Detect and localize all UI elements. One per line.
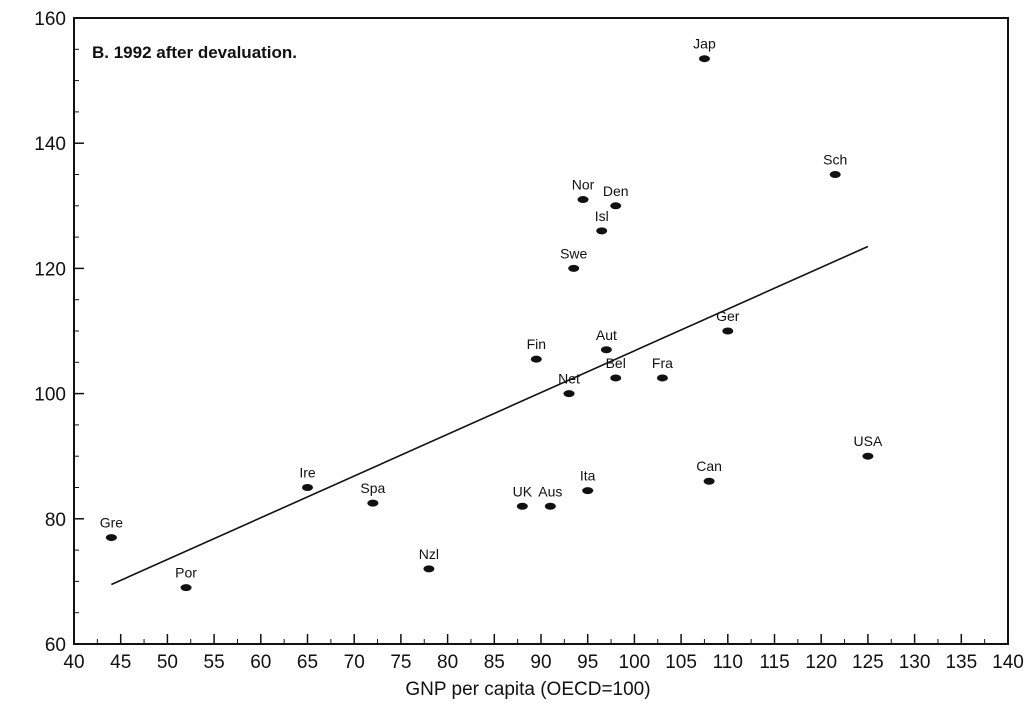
data-point-ita — [582, 487, 594, 495]
y-tick-label: 80 — [45, 510, 66, 531]
point-label-isl: Isl — [595, 208, 609, 224]
data-point-fra — [656, 374, 668, 382]
x-tick-label: 135 — [945, 652, 977, 673]
point-label-swe: Swe — [560, 245, 587, 261]
point-label-jap: Jap — [693, 36, 716, 52]
point-label-spa: Spa — [360, 480, 385, 496]
data-point-nzl — [423, 565, 435, 573]
point-label-can: Can — [696, 458, 722, 474]
trend-line — [111, 245, 869, 586]
data-point-bel — [610, 374, 622, 382]
x-tick-label: 75 — [390, 652, 411, 673]
data-point-den — [610, 202, 622, 210]
point-label-aus: Aus — [538, 483, 562, 499]
x-tick-label: 140 — [992, 652, 1024, 673]
x-tick-label: 80 — [437, 652, 458, 673]
data-point-sch — [829, 171, 841, 178]
point-label-ita: Ita — [580, 468, 596, 484]
point-label-den: Den — [603, 183, 629, 199]
y-tick-label: 100 — [34, 385, 66, 406]
x-axis: 40 45 50 55 60 65 70 75 80 85 90 95 100 105 110 115 120 1… — [63, 634, 1024, 673]
x-tick-label: 90 — [530, 652, 551, 673]
data-point-net — [563, 390, 575, 398]
x-tick-label: 130 — [899, 652, 931, 673]
point-label-fin: Fin — [527, 336, 546, 352]
y-tick-label: 120 — [34, 259, 66, 280]
data-point-ire — [302, 484, 313, 491]
data-point-nor — [577, 196, 589, 204]
y-tick-label: 60 — [45, 635, 66, 656]
data-point-aus — [544, 502, 556, 510]
x-axis-title: GNP per capita (OECD=100) — [405, 679, 650, 700]
point-label-nor: Nor — [572, 177, 595, 193]
plot-frame — [73, 17, 1009, 645]
data-point-por — [180, 584, 192, 592]
point-label-aut: Aut — [596, 327, 617, 343]
y-tick-label: 140 — [34, 134, 66, 155]
data-points: Gre Por Ire Spa Nzl UK Aus Ita Net Fin Swe Nor Isl De… — [100, 36, 883, 592]
x-tick-label: 40 — [63, 652, 84, 673]
data-point-fin — [530, 355, 542, 363]
x-tick-label: 125 — [852, 652, 884, 673]
point-label-ger: Ger — [716, 308, 740, 324]
x-tick-label: 70 — [344, 652, 365, 673]
point-label-usa: USA — [854, 433, 883, 449]
x-tick-label: 85 — [484, 652, 505, 673]
data-point-uk — [516, 502, 528, 510]
y-tick-label: 160 — [34, 9, 66, 30]
point-label-por: Por — [175, 565, 197, 581]
point-label-bel: Bel — [606, 355, 626, 371]
data-point-can — [703, 477, 715, 485]
x-tick-label: 95 — [577, 652, 598, 673]
data-point-ger — [722, 327, 734, 335]
data-point-spa — [367, 499, 379, 507]
point-label-uk: UK — [513, 483, 533, 499]
y-axis: 60 80 100 120 140 160 — [34, 9, 84, 656]
x-tick-label: 110 — [713, 652, 743, 673]
data-point-usa — [862, 452, 874, 460]
data-point-isl — [596, 227, 608, 235]
x-tick-label: 60 — [250, 652, 271, 673]
point-label-gre: Gre — [100, 515, 124, 531]
data-point-swe — [568, 264, 580, 272]
point-label-fra: Fra — [652, 355, 673, 371]
data-point-aut — [600, 346, 612, 354]
x-tick-label: 50 — [157, 652, 178, 673]
data-point-gre — [105, 534, 117, 542]
data-point-jap — [698, 55, 710, 63]
x-tick-label: 115 — [759, 652, 789, 673]
point-label-nzl: Nzl — [419, 546, 439, 562]
x-tick-label: 100 — [619, 652, 651, 673]
x-tick-label: 105 — [665, 652, 697, 673]
point-label-net: Net — [558, 371, 580, 387]
point-label-sch: Sch — [823, 152, 847, 168]
point-label-ire: Ire — [299, 465, 316, 481]
panel-title: B. 1992 after devaluation. — [92, 43, 297, 62]
x-tick-label: 45 — [110, 652, 131, 673]
x-tick-label: 65 — [297, 652, 318, 673]
x-tick-label: 55 — [204, 652, 225, 673]
x-tick-label: 120 — [805, 652, 837, 673]
